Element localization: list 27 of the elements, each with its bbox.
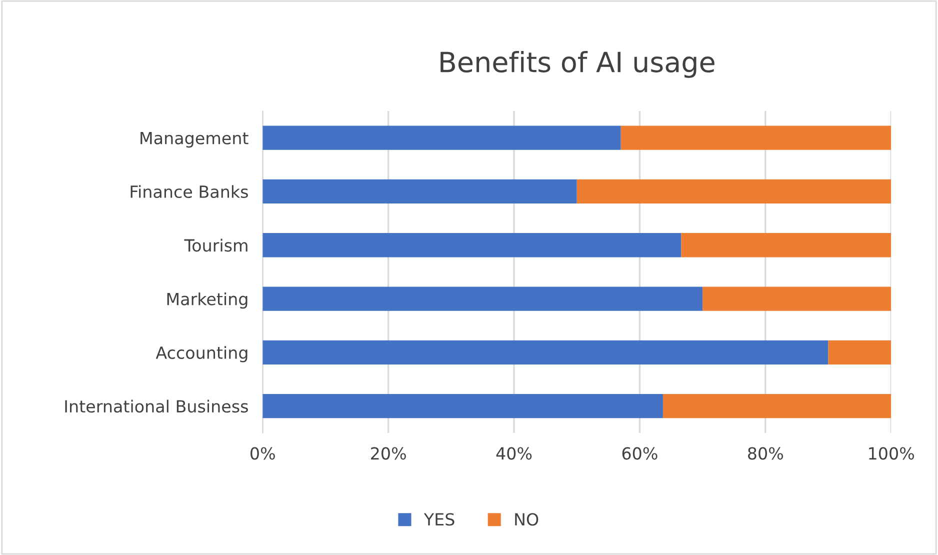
x-tick-label: 100% [869, 447, 914, 460]
bar [262, 179, 577, 204]
y-tick-label: Tourism [184, 238, 248, 252]
bar [702, 286, 892, 311]
bar [662, 394, 892, 418]
y-tick-label: Finance Banks [130, 185, 248, 198]
legend-label: NO [515, 513, 538, 526]
legend-label: YES [424, 513, 454, 526]
bar [262, 394, 663, 418]
bar [620, 126, 892, 150]
bar [681, 233, 892, 258]
bar [262, 286, 703, 311]
x-tick-label: 40% [496, 447, 532, 460]
x-tick-label: 60% [622, 447, 658, 460]
y-tick-label: Management [140, 132, 248, 148]
x-tick-label: 80% [748, 447, 784, 460]
bar [262, 340, 828, 364]
y-tick-label: Marketing [167, 292, 248, 309]
y-tick-label: International Business [65, 400, 248, 413]
chart-title: Benefits of AI usage [440, 51, 714, 78]
x-tick-label: 0% [250, 447, 275, 460]
bar [262, 233, 682, 258]
bar [828, 340, 892, 364]
y-tick-label: Accounting [156, 346, 248, 362]
x-tick-label: 20% [371, 447, 406, 460]
bar [262, 126, 621, 150]
bar [576, 179, 892, 204]
